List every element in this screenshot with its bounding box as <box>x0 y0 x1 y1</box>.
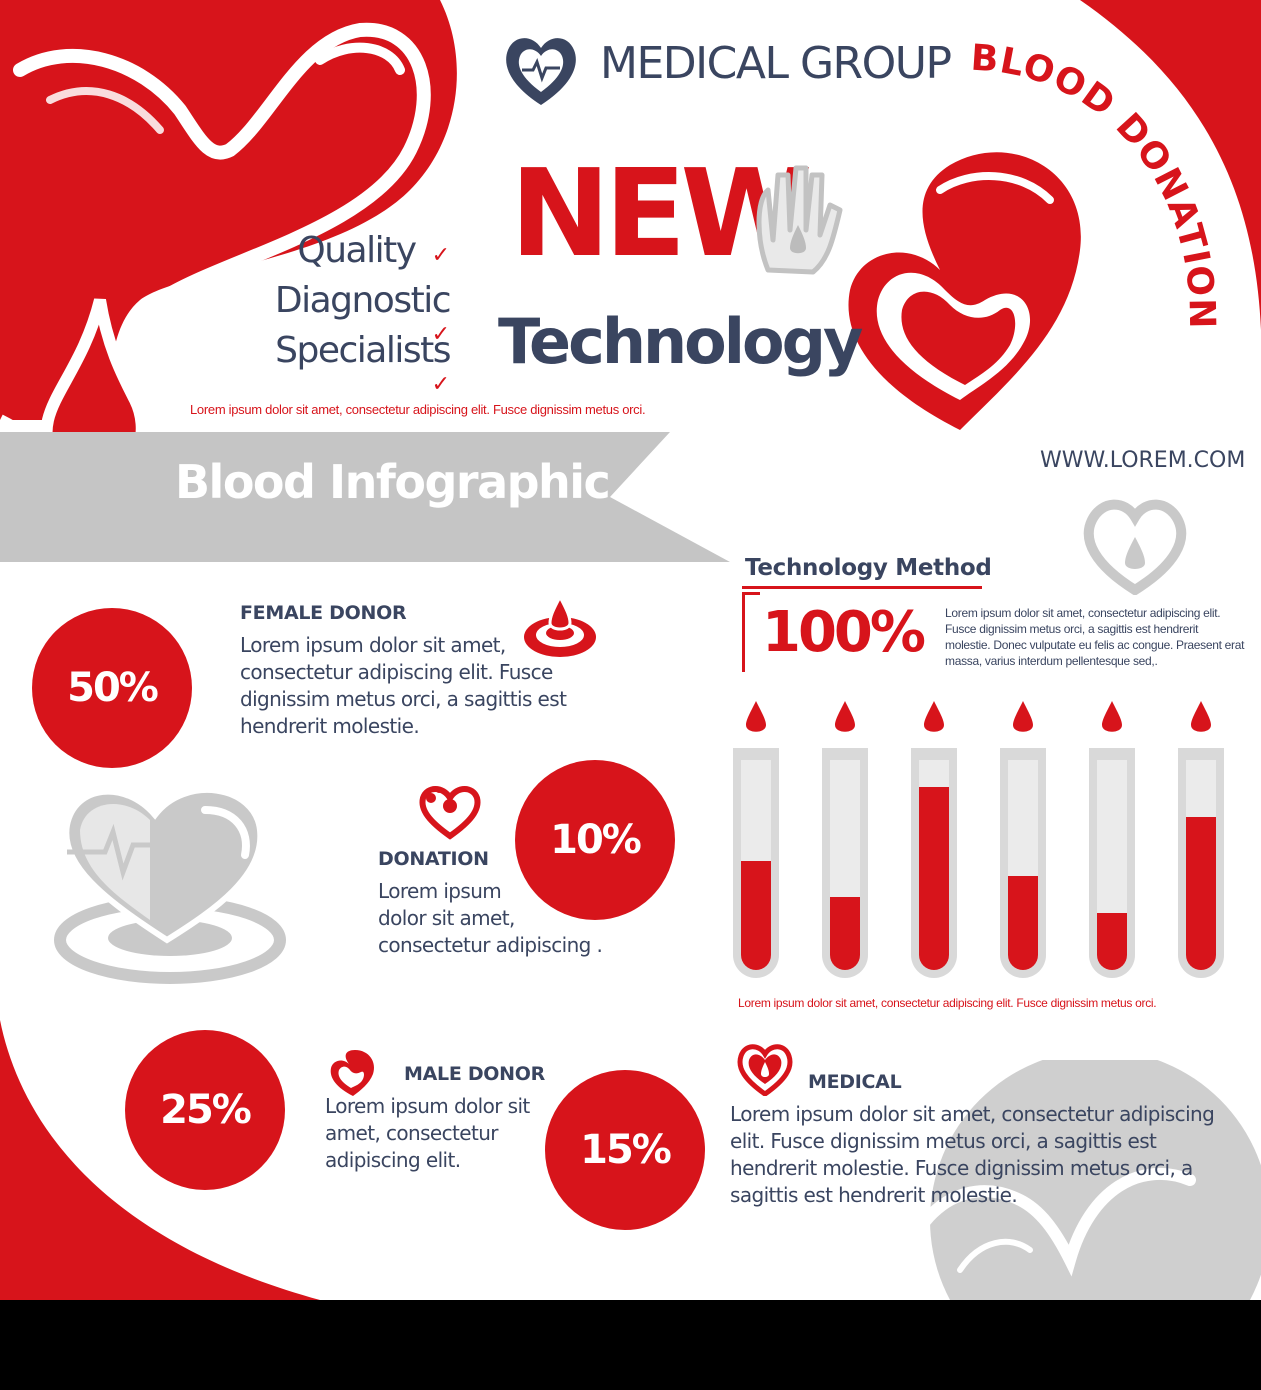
method-text: Lorem ipsum dolor sit amet, consectetur … <box>945 606 1245 668</box>
bottom-left-swoosh-decoration <box>0 1020 320 1300</box>
test-tube-icon <box>733 748 779 978</box>
heart-pulse-icon <box>54 787 286 984</box>
stat-label-female: FEMALE DONOR <box>240 602 407 624</box>
test-tube-icon <box>1089 748 1135 978</box>
tube-fill-level <box>830 896 860 970</box>
test-tube-icon <box>911 748 957 978</box>
stat-circle-donation: 10% <box>515 760 675 920</box>
method-bracket <box>742 592 745 672</box>
blood-drop-icon <box>524 595 596 657</box>
test-tube-chart <box>725 700 1245 990</box>
corner-swoosh-decoration <box>1080 0 1261 330</box>
check-icon: ✓ <box>431 242 450 267</box>
red-heart-small-icon <box>330 1050 375 1096</box>
method-underline <box>742 586 982 589</box>
blood-drop-icon <box>835 701 855 732</box>
method-bracket-top <box>742 592 760 595</box>
tube-fill-level <box>1186 816 1216 970</box>
technology-heading: Technology <box>498 305 863 378</box>
stat-text-female: Lorem ipsum dolor sit amet, consectetur … <box>240 633 567 738</box>
checklist-item: Diagnostic ✓ <box>274 280 452 346</box>
website-url: WWW.LOREM.COM <box>1040 448 1246 473</box>
test-tube-icon <box>1178 748 1224 978</box>
tube-fill-level <box>741 860 771 970</box>
blood-drop-icon <box>746 701 766 732</box>
footer-bar <box>0 1300 1261 1390</box>
brand-name: MEDICAL GROUP <box>600 38 952 89</box>
test-tube-icon <box>822 748 868 978</box>
test-tube-icon <box>1000 748 1046 978</box>
stat-circle-medical: 15% <box>545 1070 705 1230</box>
blood-drop-icon <box>1191 701 1211 732</box>
blood-drop-icon <box>924 701 944 732</box>
check-icon: ✓ <box>431 371 450 396</box>
check-icon: ✓ <box>431 321 450 346</box>
stat-label-medical: MEDICAL <box>808 1071 902 1093</box>
heart-drop-decoration-icon <box>0 0 457 520</box>
tube-fill-level <box>919 787 949 970</box>
tube-fill-level <box>1008 875 1038 970</box>
heart-logo-icon <box>506 38 576 105</box>
banner-ribbon <box>0 432 730 562</box>
method-percent: 100% <box>762 600 926 665</box>
checklist-item: Specialists ✓ <box>275 330 451 396</box>
blood-drop-icon <box>1102 701 1122 732</box>
red-heart-icon <box>848 152 1081 430</box>
grey-heart-decoration-icon <box>894 1060 1261 1300</box>
method-title: Technology Method <box>745 555 992 581</box>
heart-drop-icon <box>1083 499 1187 595</box>
banner-title: Blood Infographic <box>175 455 611 509</box>
stat-text-donation: Lorem ipsum dolor sit amet, consectetur … <box>378 879 603 957</box>
tube-fill-level <box>1097 913 1127 970</box>
checklist: Quality ✓ Diagnostic ✓ Specialists ✓ <box>250 230 452 396</box>
heart-people-icon <box>419 786 481 840</box>
stat-label-male: MALE DONOR <box>404 1063 545 1085</box>
hand-drop-icon <box>756 165 843 275</box>
stat-text-male: Lorem ipsum dolor sit amet, consectetur … <box>325 1094 530 1172</box>
stat-label-donation: DONATION <box>378 848 489 870</box>
checklist-item: Quality ✓ <box>297 230 450 271</box>
method-caption: Lorem ipsum dolor sit amet, consectetur … <box>738 996 1157 1010</box>
blood-drop-icon <box>1013 701 1033 732</box>
stat-circle-male: 25% <box>125 1030 285 1190</box>
heart-drop-medical-icon <box>737 1044 793 1096</box>
stat-text-medical: Lorem ipsum dolor sit amet, consectetur … <box>730 1102 1215 1207</box>
header-caption: Lorem ipsum dolor sit amet, consectetur … <box>190 402 646 417</box>
stat-circle-female: 50% <box>32 608 192 768</box>
infographic-poster: MEDICAL GROUP BLOOD DONATION NEW Technol… <box>0 0 1261 1300</box>
